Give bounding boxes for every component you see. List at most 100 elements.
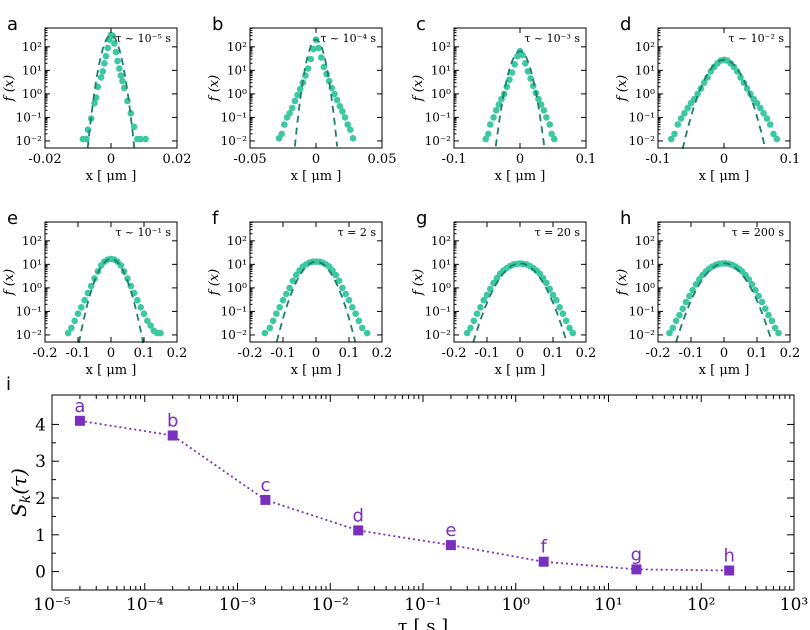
- y-tick-label: 10⁰: [227, 281, 247, 295]
- panel-h: 10⁻² 10⁻¹ 10⁰ 10¹ 10² -0.2 -0.1 0 0.1 0.2 τ = 200 …: [615, 208, 800, 378]
- plot-frame: [453, 27, 587, 149]
- y-tick-label: 10¹: [227, 63, 247, 77]
- data-point: [294, 91, 301, 99]
- panel-letter: i: [6, 374, 11, 395]
- y-tick-label: 10²: [431, 234, 451, 248]
- data-point: [677, 115, 685, 122]
- x-tick-label: -0.1: [678, 346, 703, 361]
- y-tick-label: 10⁻¹: [16, 304, 42, 318]
- data-point: [556, 304, 563, 311]
- panel-e: 10⁻² 10⁻¹ 10⁰ 10¹ 10² -0.2 -0.1 0 0.1 0.2 τ ~ 10⁻¹…: [2, 208, 187, 378]
- panel-c: 10⁻² 10⁻¹ 10⁰ 10¹ 10² -0.1 0 0.1 τ ~ 10⁻³ s x [ μ…: [411, 14, 596, 184]
- y-axis-label: f (x): [411, 75, 426, 102]
- data-point: [318, 54, 325, 61]
- y-tick-label: 10⁻²: [629, 328, 656, 342]
- y-tick-label: 10²: [22, 234, 42, 248]
- data-point: [353, 525, 364, 536]
- data-point: [64, 329, 72, 337]
- x-tick-label: -0.1: [645, 152, 670, 167]
- x-tick-label: 10⁻⁴: [126, 595, 164, 615]
- data-point: [694, 90, 701, 98]
- y-axis-label: f (x): [207, 269, 222, 296]
- data-point: [333, 96, 341, 104]
- x-tick-label: -0.05: [233, 152, 266, 167]
- data-point: [102, 52, 110, 60]
- panel-letter: d: [620, 14, 631, 35]
- data-point: [771, 324, 779, 332]
- data-point: [482, 135, 490, 143]
- x-tick-label: 0: [720, 346, 728, 361]
- gaussian-fit-line: [681, 58, 767, 150]
- x-axis-label: τ [ s ]: [398, 616, 448, 630]
- x-tick-label: 10⁻⁵: [33, 595, 71, 615]
- data-point: [286, 284, 293, 292]
- data-point: [114, 57, 121, 65]
- data-point: [97, 74, 105, 81]
- panel-g: 10⁻² 10⁻¹ 10⁰ 10¹ 10² -0.2 -0.1 0 0.1 0.2 τ = 20 s…: [411, 208, 596, 378]
- gaussian-fit-line: [86, 33, 136, 149]
- point-label: a: [74, 396, 85, 417]
- data-point: [78, 304, 85, 311]
- panel-f: 10⁻² 10⁻¹ 10⁰ 10¹ 10² -0.2 -0.1 0 0.1 0.2 τ = 2 s x…: [207, 208, 392, 378]
- tau-annotation: τ ~ 10⁻⁴ s: [320, 32, 376, 45]
- y-tick-label: 10⁻²: [629, 134, 656, 148]
- series-line: [79, 419, 730, 572]
- data-point: [342, 290, 350, 298]
- y-tick-label: 10²: [635, 234, 655, 248]
- data-point: [506, 76, 513, 83]
- y-tick-label: 10⁻²: [221, 328, 248, 342]
- data-point: [91, 99, 98, 107]
- y-tick-label: 10⁰: [635, 281, 655, 295]
- data-point: [681, 110, 688, 117]
- data-point: [119, 77, 126, 85]
- y-tick-label: 10⁻¹: [221, 110, 247, 124]
- x-tick-label: 10⁻¹: [404, 595, 441, 615]
- data-point: [686, 292, 693, 300]
- x-tick-label: 0.05: [368, 152, 397, 167]
- data-point: [765, 311, 772, 319]
- data-point: [157, 329, 164, 337]
- data-point: [543, 279, 550, 287]
- x-tick-label: -0.1: [474, 346, 499, 361]
- data-point: [758, 298, 766, 306]
- data-point: [134, 296, 141, 304]
- data-point: [140, 310, 148, 318]
- y-tick-label: 10²: [22, 40, 42, 54]
- plot-frame: [44, 27, 178, 149]
- tau-annotation: τ ~ 10⁻⁵ s: [115, 32, 171, 45]
- data-point: [281, 121, 288, 128]
- data-point: [548, 130, 555, 138]
- x-tick-label: 0.2: [372, 346, 393, 361]
- y-tick-label: 10²: [227, 40, 247, 54]
- x-tick-label: -0.2: [441, 346, 466, 361]
- data-point: [345, 296, 353, 304]
- x-tick-label: -0.1: [65, 346, 90, 361]
- data-point: [676, 311, 683, 319]
- panel-d: 10⁻² 10⁻¹ 10⁰ 10¹ 10² -0.1 0 0.1 τ ~ 10⁻² s x [ μ…: [615, 14, 800, 184]
- data-point: [130, 123, 138, 131]
- x-axis-label: x [ μm ]: [495, 363, 546, 378]
- data-point: [112, 48, 120, 56]
- y-tick-label: 10²: [227, 234, 247, 248]
- y-tick-label: 10⁰: [227, 87, 247, 101]
- data-point: [260, 494, 271, 505]
- panel-letter: g: [416, 208, 427, 229]
- x-tick-label: 0: [516, 152, 524, 167]
- y-tick-label: 10¹: [22, 63, 42, 77]
- data-point: [737, 74, 744, 81]
- panel-letter: c: [416, 14, 426, 35]
- x-tick-label: 0.02: [163, 152, 192, 167]
- x-tick-label: 10¹: [594, 595, 622, 615]
- data-point: [470, 317, 478, 325]
- data-point: [674, 121, 682, 128]
- data-point: [775, 329, 782, 337]
- data-point: [467, 324, 474, 332]
- data-point: [147, 322, 154, 329]
- data-point: [755, 292, 762, 300]
- x-tick-label: 0.1: [780, 152, 801, 167]
- plot-frame: [657, 27, 791, 149]
- data-point: [483, 291, 491, 299]
- data-point: [724, 565, 735, 576]
- y-axis-label: f (x): [615, 269, 630, 296]
- data-point: [763, 115, 771, 122]
